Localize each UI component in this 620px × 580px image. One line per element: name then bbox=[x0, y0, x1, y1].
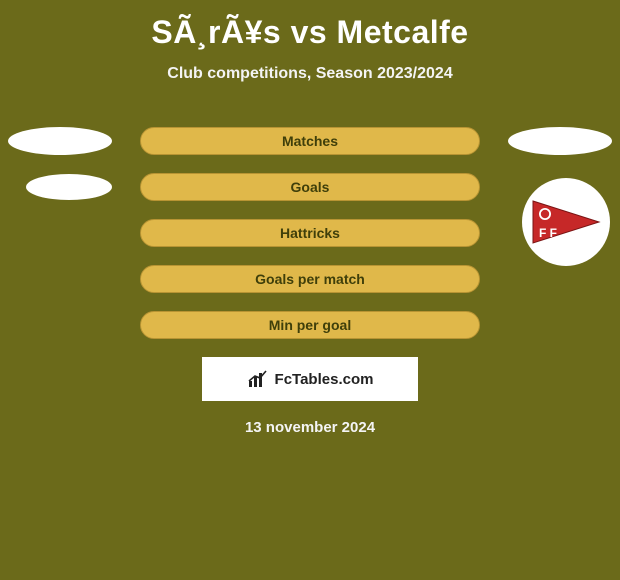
bars-icon bbox=[247, 369, 269, 389]
stat-label: Matches bbox=[282, 133, 338, 149]
club-badge: F F bbox=[522, 178, 610, 266]
stat-row: Goals bbox=[0, 173, 620, 201]
brand-box: FcTables.com bbox=[202, 357, 418, 401]
stat-row: Min per goal bbox=[0, 311, 620, 339]
stat-bar: Goals bbox=[140, 173, 480, 201]
stat-bar: Goals per match bbox=[140, 265, 480, 293]
pennant-icon: F F bbox=[531, 197, 601, 247]
footer-date: 13 november 2024 bbox=[0, 419, 620, 436]
stat-row: Goals per match bbox=[0, 265, 620, 293]
page-title: SÃ¸rÃ¥s vs Metcalfe bbox=[0, 0, 620, 51]
stat-label: Goals bbox=[291, 179, 330, 195]
page-subtitle: Club competitions, Season 2023/2024 bbox=[0, 65, 620, 83]
left-value-oval bbox=[8, 127, 112, 155]
right-value-oval bbox=[508, 127, 612, 155]
stat-label: Min per goal bbox=[269, 317, 351, 333]
stat-bar: Min per goal bbox=[140, 311, 480, 339]
brand-text: FcTables.com bbox=[275, 371, 374, 388]
pennant-text: F F bbox=[539, 226, 557, 240]
stat-row: Matches bbox=[0, 127, 620, 155]
stat-bar: Hattricks bbox=[140, 219, 480, 247]
stat-bar: Matches bbox=[140, 127, 480, 155]
stat-label: Goals per match bbox=[255, 271, 365, 287]
left-value-oval bbox=[26, 174, 112, 200]
stat-label: Hattricks bbox=[280, 225, 340, 241]
